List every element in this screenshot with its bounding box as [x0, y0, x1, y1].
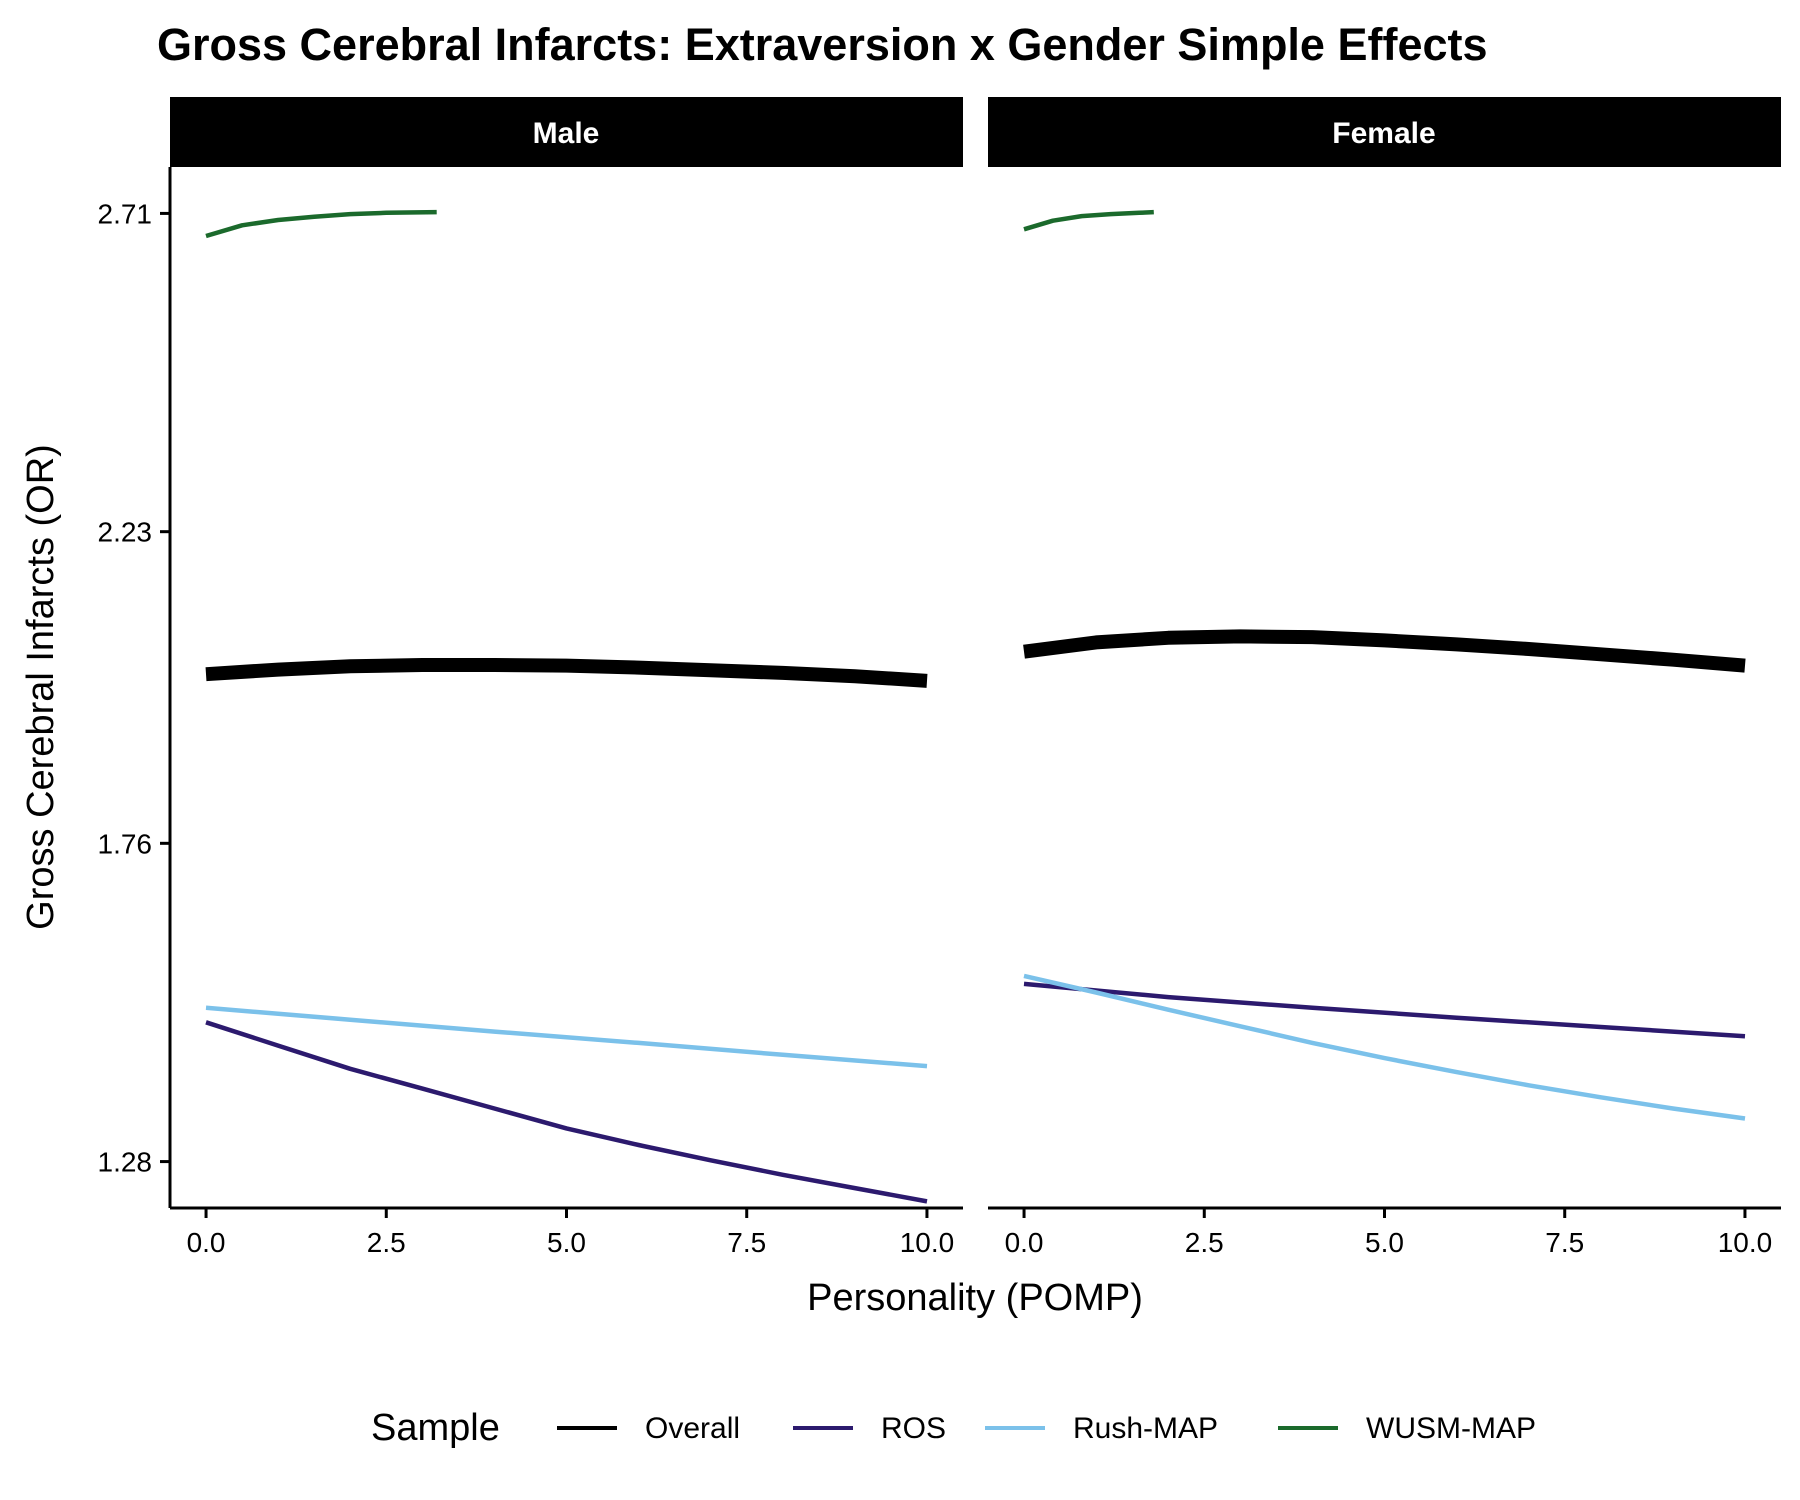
series-line-rush-map-male — [205, 1005, 928, 1069]
y-axis: 1.28 1.76 2.23 2.71 — [98, 167, 172, 1208]
x-axis-title: Personality (POMP) — [807, 1277, 1143, 1319]
x-tick-label: 0.0 — [187, 1227, 226, 1258]
panel-female-lines — [1023, 209, 1746, 1121]
strip-female-label: Female — [1332, 117, 1435, 150]
x-tick-label: 5.0 — [547, 1227, 586, 1258]
panel-male-lines — [205, 209, 928, 1204]
series-line-ros-male — [205, 1020, 928, 1204]
y-tick-label: 2.23 — [98, 517, 153, 548]
x-tick-label: 10.0 — [1718, 1227, 1773, 1258]
legend: Sample Overall ROS Rush-MAP WUSM-MAP — [371, 1407, 1536, 1449]
x-tick-label: 0.0 — [1005, 1227, 1044, 1258]
x-tick-label: 10.0 — [900, 1227, 955, 1258]
x-tick-label: 7.5 — [1545, 1227, 1584, 1258]
legend-label-ros: ROS — [881, 1412, 946, 1445]
y-axis-ticks: 1.28 1.76 2.23 2.71 — [98, 198, 170, 1178]
series-line-overall-female — [1023, 629, 1746, 673]
chart-title: Gross Cerebral Infarcts: Extraversion x … — [157, 19, 1488, 70]
strip-female — [988, 97, 1781, 167]
y-tick-label: 2.71 — [98, 198, 153, 229]
y-axis-title: Gross Cerebral Infarcts (OR) — [20, 444, 62, 930]
strip-male-label: Male — [533, 117, 600, 150]
x-tick-label: 2.5 — [1185, 1227, 1224, 1258]
y-tick-label: 1.76 — [98, 828, 153, 859]
panel-female-x-ticks: 0.0 2.5 5.0 7.5 10.0 — [1005, 1208, 1773, 1258]
series-line-overall-male — [205, 658, 928, 688]
x-tick-label: 7.5 — [727, 1227, 766, 1258]
legend-label-overall: Overall — [645, 1412, 740, 1445]
panel-female: Female 0.0 2.5 5.0 7.5 10.0 — [988, 97, 1781, 1258]
legend-items: Overall ROS Rush-MAP WUSM-MAP — [557, 1412, 1536, 1445]
series-line-ros-female — [1023, 981, 1746, 1039]
x-tick-label: 5.0 — [1365, 1227, 1404, 1258]
strip-male — [170, 97, 963, 167]
x-tick-label: 2.5 — [367, 1227, 406, 1258]
series-line-wusm-map-female — [1023, 209, 1154, 232]
legend-label-wusm-map: WUSM-MAP — [1366, 1412, 1536, 1445]
y-tick-label: 1.28 — [98, 1147, 153, 1178]
series-line-wusm-map-male — [205, 209, 437, 239]
panel-male-x-ticks: 0.0 2.5 5.0 7.5 10.0 — [187, 1208, 955, 1258]
legend-title: Sample — [371, 1407, 500, 1449]
series-line-rush-map-female — [1023, 973, 1746, 1121]
legend-label-rush-map: Rush-MAP — [1073, 1412, 1218, 1445]
panel-male: Male 0.0 2.5 5.0 7.5 10.0 — [170, 97, 963, 1258]
